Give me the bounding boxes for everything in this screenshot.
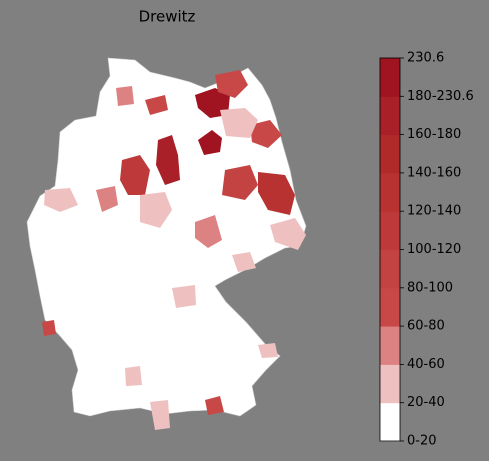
region	[96, 186, 118, 212]
region	[195, 215, 222, 248]
colorbar-label: 40-60	[407, 357, 445, 372]
region	[232, 252, 256, 272]
colorbar: 0-20 20-40 40-60 60-80 80-100 100-120 120-140 1…	[379, 51, 474, 449]
colorbar-label: 140-160	[407, 165, 461, 180]
region	[198, 130, 222, 155]
germany-map	[26, 57, 307, 430]
colorbar-label: 20-40	[407, 395, 445, 410]
colorbar-segment	[380, 134, 400, 174]
colorbar-label: 230.6	[407, 51, 444, 66]
colorbar-segment	[380, 287, 400, 327]
colorbar-label: 120-140	[407, 204, 461, 219]
colorbar-segment	[380, 96, 400, 136]
colorbar-label: 180-230.6	[407, 89, 474, 104]
region	[150, 400, 170, 430]
region	[205, 396, 224, 415]
colorbar-segment	[380, 211, 400, 250]
region	[145, 95, 168, 115]
region	[172, 285, 196, 308]
region	[156, 135, 180, 185]
colorbar-segment	[380, 172, 400, 212]
region	[270, 218, 306, 250]
region	[125, 366, 142, 386]
region	[215, 70, 248, 98]
colorbar-label: 100-120	[407, 242, 461, 257]
colorbar-segment	[380, 364, 400, 404]
region	[120, 155, 150, 195]
colorbar-label: 60-80	[407, 319, 445, 334]
map-title: Drewitz	[139, 8, 196, 26]
country-outline	[26, 57, 307, 417]
colorbar-label: 80-100	[407, 280, 453, 295]
region	[222, 165, 258, 200]
colorbar-segment	[380, 326, 400, 365]
region	[140, 192, 172, 228]
region	[258, 343, 278, 358]
colorbar-label: 160-180	[407, 127, 461, 142]
colorbar-label: 0-20	[407, 434, 437, 449]
region	[220, 108, 258, 138]
region	[250, 120, 282, 148]
region	[258, 172, 295, 215]
colorbar-segment	[380, 58, 400, 97]
region	[116, 86, 134, 106]
colorbar-segment	[380, 402, 400, 442]
region	[44, 188, 78, 212]
region	[42, 320, 56, 336]
colorbar-segment	[380, 249, 400, 289]
